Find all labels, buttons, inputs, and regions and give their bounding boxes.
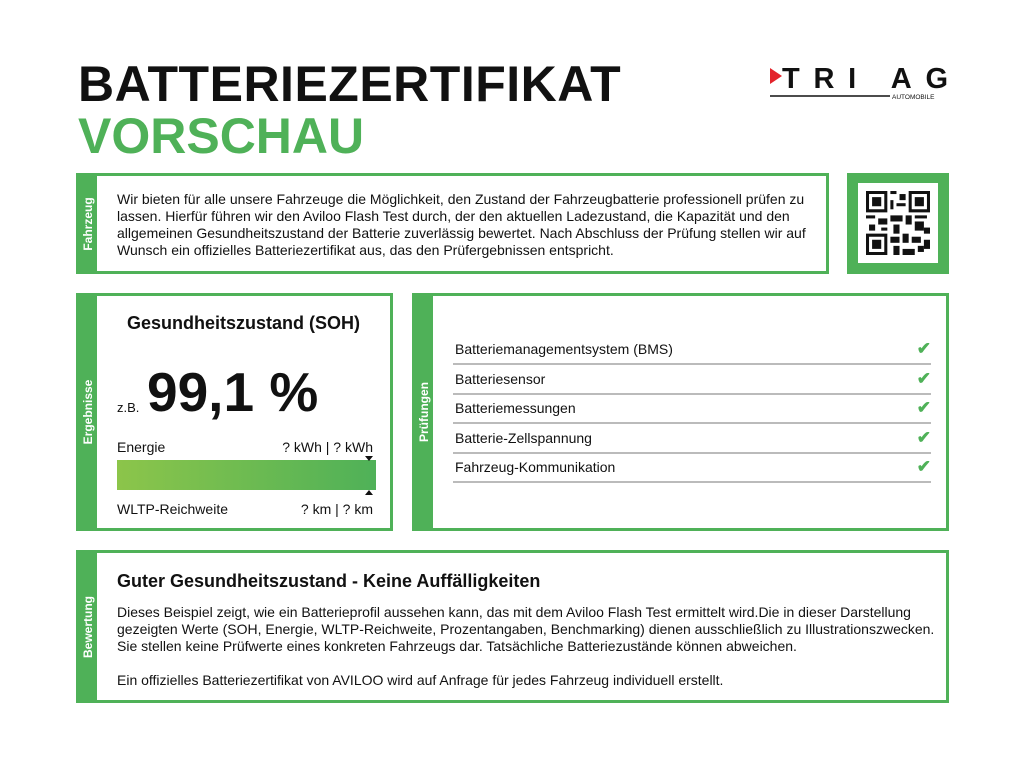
soh-value: 99,1 % <box>147 361 319 423</box>
check-icon: ✔ <box>916 339 931 358</box>
bewertung-note: Ein offizielles Batteriezertifikat von A… <box>117 672 724 688</box>
check-icon: ✔ <box>916 457 931 476</box>
svg-text:TRI AG: TRI AG <box>782 63 948 95</box>
check-label: Batteriesensor <box>455 371 546 387</box>
bewertung-title: Guter Gesundheitszustand - Keine Auffäll… <box>117 571 541 591</box>
soh-prefix: z.B. <box>117 400 140 415</box>
bewertung-section: Bewertung Guter Gesundheitszustand - Kei… <box>76 550 949 703</box>
check-icon: ✔ <box>916 398 931 417</box>
bar-marker-top <box>365 456 373 461</box>
energie-label: Energie <box>117 439 166 455</box>
check-icon: ✔ <box>916 428 931 447</box>
bewertung-text: Dieses Beispiel zeigt, wie ein Batteriep… <box>117 604 935 654</box>
fahrzeug-section: Fahrzeug Wir bieten für alle unsere Fahr… <box>76 173 829 274</box>
qr-code-box[interactable] <box>847 173 949 274</box>
fahrzeug-text: Wir bieten für alle unsere Fahrzeuge die… <box>117 191 806 258</box>
check-row: Batteriesensor ✔ <box>453 364 931 395</box>
page-title: BATTERIEZERTIFIKAT <box>78 56 622 112</box>
energie-value: ? kWh | ? kWh <box>282 439 373 455</box>
check-row: Batterie-Zellspannung ✔ <box>453 423 931 454</box>
pruefungen-section: Prüfungen Batteriemanagementsystem (BMS)… <box>412 293 949 531</box>
svg-text:AUTOMOBILE: AUTOMOBILE <box>892 94 935 101</box>
range-value: ? km | ? km <box>300 501 373 517</box>
qr-code-icon <box>866 191 930 255</box>
check-icon: ✔ <box>916 369 931 388</box>
soh-title: Gesundheitszustand (SOH) <box>126 313 360 333</box>
check-label: Batteriemessungen <box>455 400 576 416</box>
check-row: Fahrzeug-Kommunikation ✔ <box>453 452 931 483</box>
section-label: Fahrzeug <box>81 196 95 251</box>
check-label: Fahrzeug-Kommunikation <box>455 459 616 475</box>
section-label: Prüfungen <box>417 382 431 442</box>
check-row: Batteriemessungen ✔ <box>453 393 931 424</box>
tri-ag-logo: TRI AG AUTOMOBILE <box>768 62 950 102</box>
page-subtitle: VORSCHAU <box>78 108 365 164</box>
section-label: Bewertung <box>81 595 95 658</box>
bar-marker-bottom <box>365 490 373 495</box>
range-label: WLTP-Reichweite <box>117 501 228 517</box>
check-label: Batteriemanagementsystem (BMS) <box>455 341 673 357</box>
section-label: Ergebnisse <box>81 379 95 445</box>
ergebnisse-section: Ergebnisse Gesundheitszustand (SOH) z.B.… <box>76 293 393 531</box>
energy-bar <box>117 460 376 490</box>
check-label: Batterie-Zellspannung <box>455 430 592 446</box>
check-row: Batteriemanagementsystem (BMS) ✔ <box>453 334 931 365</box>
